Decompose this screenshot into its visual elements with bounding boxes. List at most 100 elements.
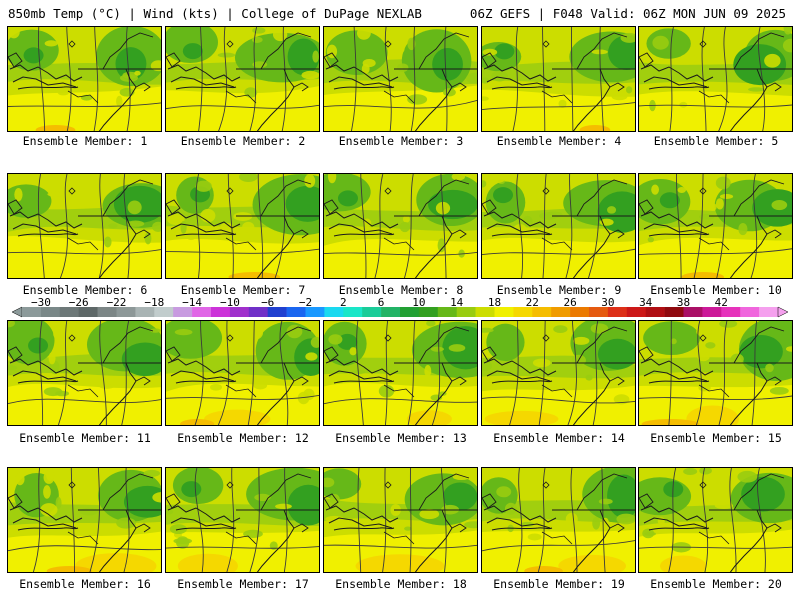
temperature-map xyxy=(482,468,635,572)
colorbar-segment xyxy=(589,307,609,317)
colorbar-segment xyxy=(683,307,703,317)
colorbar-segment xyxy=(381,307,401,317)
temperature-map xyxy=(166,27,319,131)
colorbar-segment xyxy=(229,307,250,317)
colorbar-segment xyxy=(437,307,457,317)
colorbar-segment xyxy=(192,307,212,317)
colorbar-segment xyxy=(305,307,325,317)
ensemble-map-panel xyxy=(638,467,793,573)
colorbar-tick-label: 34 xyxy=(639,296,653,309)
ensemble-member-label: Ensemble Member: 5 xyxy=(653,134,779,148)
ensemble-member-label: Ensemble Member: 6 xyxy=(22,283,148,297)
temperature-map xyxy=(8,468,161,572)
colorbar-segment xyxy=(702,307,722,317)
colorbar-segment xyxy=(22,307,42,317)
colorbar-segment xyxy=(513,307,533,317)
ensemble-map-panel xyxy=(7,320,162,426)
ensemble-member-label: Ensemble Member: 2 xyxy=(180,134,306,148)
ensemble-map-panel xyxy=(7,26,162,132)
colorbar-segment xyxy=(494,307,514,317)
ensemble-member-label: Ensemble Member: 10 xyxy=(650,283,782,297)
temperature-map xyxy=(324,468,477,572)
ensemble-map-panel xyxy=(165,173,320,279)
colorbar-tick-label: −10 xyxy=(219,296,240,309)
temperature-map xyxy=(324,321,477,425)
colorbar-segment xyxy=(78,307,98,317)
colorbar-segment xyxy=(400,307,420,317)
ensemble-map-panel xyxy=(638,173,793,279)
colorbar-segment xyxy=(607,307,628,317)
colorbar-segment xyxy=(286,307,306,317)
colorbar-tick-label: 42 xyxy=(714,296,728,309)
ensemble-member-label: Ensemble Member: 9 xyxy=(496,283,622,297)
temperature-map xyxy=(639,468,792,572)
ensemble-map-panel xyxy=(481,467,636,573)
colorbar-segment xyxy=(626,307,646,317)
colorbar-tick-label: 10 xyxy=(412,296,426,309)
colorbar-tick-label: 38 xyxy=(676,296,691,309)
ensemble-member-label: Ensemble Member: 14 xyxy=(493,431,625,445)
temperature-map xyxy=(8,174,161,278)
temperature-map xyxy=(482,174,635,278)
ensemble-map-panel xyxy=(481,173,636,279)
header-title: 850mb Temp (°C) | Wind (kts) | College o… xyxy=(8,6,422,21)
colorbar-tick-label: 18 xyxy=(487,296,502,309)
colorbar-segment xyxy=(135,307,155,317)
colorbar-segment xyxy=(570,307,590,317)
ensemble-member-label: Ensemble Member: 20 xyxy=(650,577,782,591)
colorbar-segment xyxy=(173,307,193,317)
colorbar-tick-label: −26 xyxy=(68,296,89,309)
ensemble-member-label: Ensemble Member: 18 xyxy=(335,577,467,591)
temperature-map xyxy=(166,174,319,278)
colorbar-segment xyxy=(645,307,665,317)
colorbar-labels: −30 −26 −22 −18 −14 −10 −6 −2 2 6 10 14 18 22 26 30 34 38… xyxy=(0,296,800,309)
colorbar-segment xyxy=(664,307,684,317)
colorbar-tick-label: 22 xyxy=(525,296,539,309)
ensemble-member-label: Ensemble Member: 4 xyxy=(496,134,622,148)
ensemble-member-label: Ensemble Member: 3 xyxy=(338,134,464,148)
colorbar-max-arrow xyxy=(777,306,788,318)
colorbar-tick-label: −22 xyxy=(106,296,127,309)
colorbar-segment xyxy=(211,307,231,317)
temperature-map xyxy=(8,321,161,425)
ensemble-member-label: Ensemble Member: 7 xyxy=(180,283,306,297)
colorbar-segment xyxy=(740,307,760,317)
temperature-map xyxy=(324,27,477,131)
colorbar-segment xyxy=(456,307,476,317)
colorbar-segment xyxy=(154,307,174,317)
ensemble-member-label: Ensemble Member: 11 xyxy=(19,431,151,445)
ensemble-map-panel xyxy=(165,320,320,426)
colorbar-segment xyxy=(59,307,79,317)
colorbar-tick-label: 2 xyxy=(339,296,347,309)
ensemble-member-label: Ensemble Member: 19 xyxy=(493,577,625,591)
ensemble-member-label: Ensemble Member: 16 xyxy=(19,577,151,591)
temperature-map xyxy=(8,27,161,131)
temperature-map xyxy=(639,321,792,425)
colorbar-tick-label: −6 xyxy=(261,296,275,309)
ensemble-map-panel xyxy=(165,467,320,573)
ensemble-map-panel xyxy=(323,467,478,573)
colorbar-tick-label: −2 xyxy=(298,296,313,309)
ensemble-member-label: Ensemble Member: 1 xyxy=(22,134,148,148)
ensemble-map-panel xyxy=(323,173,478,279)
colorbar-tick-label: 26 xyxy=(563,296,577,309)
ensemble-member-label: Ensemble Member: 12 xyxy=(177,431,309,445)
temperature-map xyxy=(166,321,319,425)
ensemble-map-panel xyxy=(165,26,320,132)
temperature-map xyxy=(482,27,635,131)
colorbar-segment xyxy=(532,307,552,317)
colorbar-segment xyxy=(116,307,136,317)
colorbar-segment xyxy=(362,307,382,317)
ensemble-map-panel xyxy=(323,320,478,426)
colorbar-segment xyxy=(343,307,363,317)
colorbar-tick-label: −18 xyxy=(144,296,165,309)
temperature-map xyxy=(639,27,792,131)
temperature-map xyxy=(324,174,477,278)
colorbar-min-arrow xyxy=(12,306,23,318)
ensemble-member-label: Ensemble Member: 13 xyxy=(335,431,467,445)
ensemble-member-label: Ensemble Member: 8 xyxy=(338,283,464,297)
ensemble-map-panel xyxy=(638,26,793,132)
colorbar-segment xyxy=(248,307,268,317)
colorbar-segment xyxy=(721,307,741,317)
ensemble-map-panel xyxy=(323,26,478,132)
